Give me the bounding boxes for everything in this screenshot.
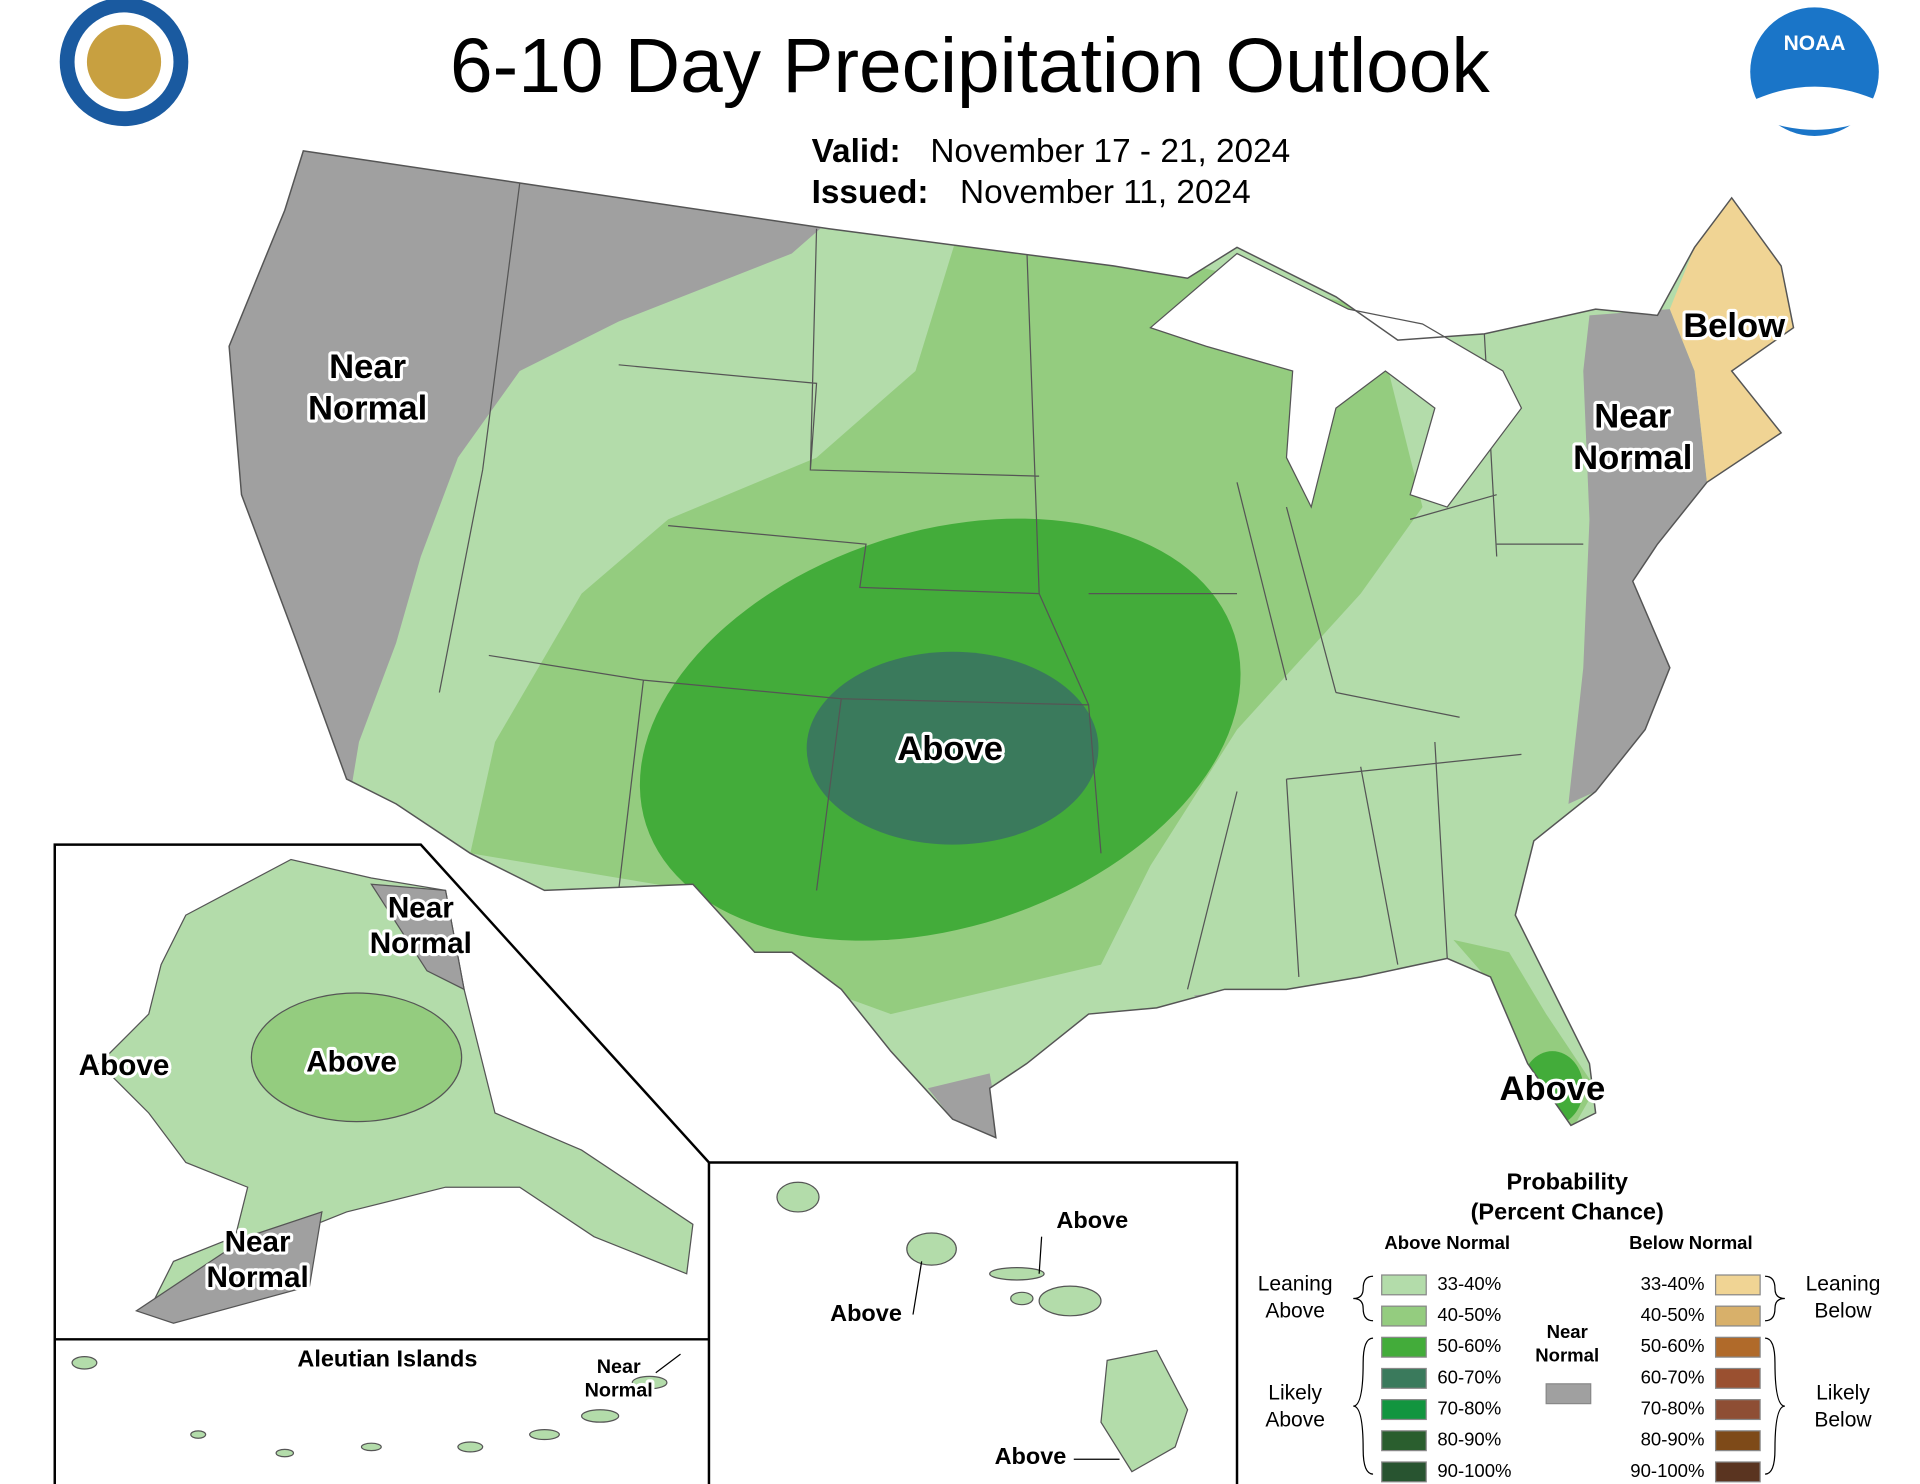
zone-near-east	[927, 309, 1707, 1138]
legend-group: Likely	[1268, 1381, 1322, 1404]
great-lakes	[1149, 252, 1523, 509]
legend-label: 50-60%	[1437, 1335, 1501, 1356]
legend-label: 90-100%	[1630, 1460, 1704, 1481]
title: 6-10 Day Precipitation Outlook	[450, 24, 1490, 109]
map-label: Above	[1056, 1207, 1128, 1233]
legend-title: (Percent Chance)	[1471, 1198, 1664, 1224]
logo-text: NOAA	[1784, 32, 1846, 55]
inset-title: Aleutian Islands	[297, 1346, 477, 1372]
legend: Probability (Percent Chance) Above Normal B…	[1258, 1169, 1881, 1483]
logos: NOAA	[59, 0, 1879, 137]
legend-swatch	[1381, 1274, 1427, 1296]
legend-swatch	[1714, 1274, 1761, 1296]
legend-group: Above	[1265, 1300, 1325, 1323]
zone-below	[1669, 197, 1794, 483]
map-label: Normal	[206, 1261, 308, 1294]
legend-swatch	[1381, 1336, 1427, 1358]
map-label: Near	[329, 348, 406, 386]
map-label: Above	[995, 1443, 1067, 1469]
legend-label: 50-60%	[1641, 1335, 1705, 1356]
legend-swatch	[1714, 1367, 1761, 1389]
map-label: Near	[388, 892, 454, 925]
legend-label: 80-90%	[1437, 1429, 1501, 1450]
legend-label: Near	[1547, 1321, 1588, 1342]
map-label: Above	[79, 1049, 170, 1082]
legend-swatch	[1381, 1367, 1427, 1389]
map-label: Normal	[585, 1379, 653, 1401]
legend-label: 33-40%	[1641, 1273, 1705, 1294]
map-label: Normal	[370, 927, 472, 960]
legend-label: 60-70%	[1437, 1366, 1501, 1387]
header: 6-10 Day Precipitation Outlook Valid: No…	[450, 24, 1490, 211]
valid-label: Valid:	[812, 133, 901, 170]
map-label: Near	[597, 1356, 641, 1378]
map-label: Below	[1683, 307, 1785, 345]
map-label: Above	[830, 1300, 902, 1326]
legend-label: 60-70%	[1641, 1366, 1705, 1387]
map-label: Near	[225, 1225, 291, 1258]
legend-swatch	[1545, 1383, 1592, 1405]
legend-label: 40-50%	[1437, 1304, 1501, 1325]
legend-label: 70-80%	[1437, 1397, 1501, 1418]
valid-date: November 17 - 21, 2024	[930, 133, 1290, 170]
map-label: Normal	[308, 389, 427, 427]
legend-label: 33-40%	[1437, 1273, 1501, 1294]
legend-label: 80-90%	[1641, 1429, 1705, 1450]
legend-swatch	[1714, 1305, 1761, 1327]
map-label: Above	[897, 730, 1003, 768]
legend-label: 40-50%	[1641, 1304, 1705, 1325]
issued-label: Issued:	[812, 174, 929, 211]
map-label: Above	[306, 1045, 397, 1078]
map-label: Near	[1594, 397, 1671, 435]
legend-group: Below	[1814, 1300, 1872, 1323]
legend-swatch	[1714, 1399, 1761, 1421]
map-label: Above	[1499, 1070, 1605, 1108]
legend-heading: Below Normal	[1629, 1232, 1753, 1253]
legend-heading: Above Normal	[1384, 1232, 1510, 1253]
legend-swatch	[1381, 1399, 1427, 1421]
legend-swatch	[1381, 1430, 1427, 1452]
legend-label: Normal	[1535, 1345, 1599, 1366]
legend-title: Probability	[1507, 1169, 1628, 1195]
legend-group: Above	[1265, 1408, 1325, 1431]
issued-date: November 11, 2024	[960, 174, 1251, 211]
legend-swatch	[1381, 1305, 1427, 1327]
zone-near-west	[229, 150, 842, 817]
legend-swatch	[1714, 1461, 1761, 1483]
alaska-inset	[53, 843, 1239, 1484]
hawaii	[776, 1181, 1189, 1473]
legend-group: Below	[1814, 1408, 1872, 1431]
legend-label: 70-80%	[1641, 1397, 1705, 1418]
legend-swatch	[1381, 1461, 1427, 1483]
legend-group: Leaning	[1258, 1272, 1333, 1295]
legend-label: 90-100%	[1437, 1460, 1511, 1481]
conus	[228, 150, 1795, 1139]
legend-swatch	[1714, 1336, 1761, 1358]
legend-swatch	[1714, 1430, 1761, 1452]
map-label: Normal	[1573, 439, 1692, 477]
legend-group: Likely	[1816, 1381, 1870, 1404]
legend-group: Leaning	[1806, 1272, 1881, 1295]
